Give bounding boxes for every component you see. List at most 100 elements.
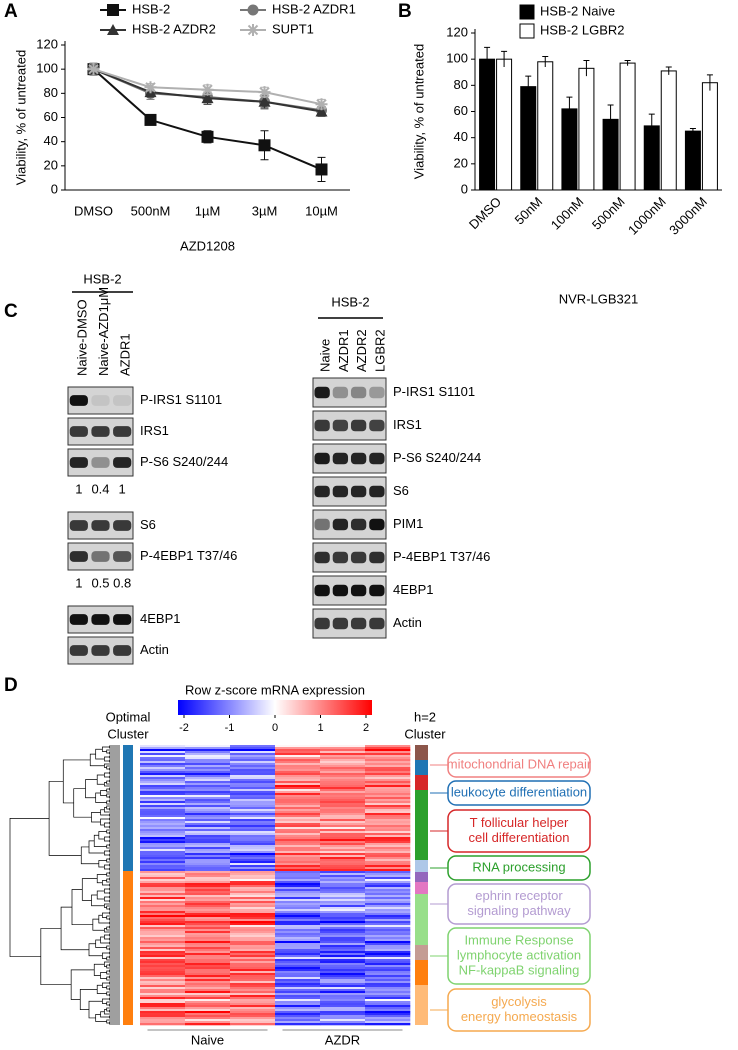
blot-row-label: Actin — [393, 615, 422, 630]
heatmap-cell — [140, 913, 186, 916]
dendrogram-link — [102, 880, 110, 886]
heatmap-cell — [365, 939, 411, 942]
dendrogram-link — [109, 1021, 120, 1025]
heatmap-cell — [275, 953, 321, 956]
blot-band — [369, 617, 385, 630]
dendrogram-link — [109, 825, 120, 829]
heatmap-cell — [275, 877, 321, 880]
heatmap-cell — [140, 995, 186, 998]
heatmap-cell — [365, 837, 411, 840]
heatmap-cell — [275, 959, 321, 962]
heatmap-cell — [275, 1019, 321, 1022]
dendrogram-link — [109, 857, 120, 861]
heatmap-cell — [140, 851, 186, 854]
dendrogram-link — [109, 843, 120, 847]
heatmap-cell — [275, 1001, 321, 1004]
heatmap-cell — [185, 843, 231, 846]
heatmap-cell — [185, 859, 231, 862]
panel-label: D — [4, 675, 18, 696]
heatmap-cell — [275, 971, 321, 974]
dendrogram-link — [109, 751, 120, 755]
heatmap-cell — [275, 1017, 321, 1020]
dendrogram-link — [104, 961, 120, 967]
blot-row-label: IRS1 — [140, 423, 169, 438]
heatmap-cell — [140, 847, 186, 850]
h2-cluster — [415, 860, 428, 872]
heatmap-cell — [185, 917, 231, 920]
heatmap-cell — [140, 839, 186, 842]
heatmap-cell — [365, 875, 411, 878]
heatmap-cell — [230, 823, 276, 826]
heatmap-cell — [365, 957, 411, 960]
colorbar — [178, 700, 372, 715]
heatmap-cell — [230, 1021, 276, 1024]
heatmap-cell — [185, 885, 231, 888]
heatmap-cell — [230, 855, 276, 858]
heatmap-cell — [140, 881, 186, 884]
heatmap-cell — [230, 797, 276, 800]
dendrogram-link — [106, 1007, 120, 1012]
heatmap-cell — [275, 753, 321, 756]
heatmap-cell — [185, 1001, 231, 1004]
bar — [660, 70, 677, 191]
x-tick-label: 50nM — [512, 194, 546, 228]
heatmap-cell — [230, 947, 276, 950]
heatmap-cell — [320, 843, 366, 846]
heatmap-cell — [185, 821, 231, 824]
bar — [479, 58, 496, 191]
heatmap-cell — [185, 809, 231, 812]
heatmap-cell — [140, 883, 186, 886]
heatmap-cell — [275, 937, 321, 940]
dendrogram-link — [100, 818, 110, 826]
heatmap-cell — [185, 987, 231, 990]
heatmap-cell — [275, 1023, 321, 1026]
heatmap-cell — [275, 1021, 321, 1024]
y-tick-label: 120 — [446, 24, 468, 39]
heatmap-cell — [140, 837, 186, 840]
heatmap-cell — [230, 893, 276, 896]
heatmap-cell — [365, 911, 411, 914]
heatmap-cell — [230, 755, 276, 758]
heatmap-cell — [140, 867, 186, 870]
heatmap-cell — [140, 923, 186, 926]
heatmap-cell — [230, 859, 276, 862]
heatmap-cell — [365, 767, 411, 770]
heatmap-cell — [320, 799, 366, 802]
heatmap-cell — [140, 999, 186, 1002]
heatmap-cell — [365, 863, 411, 866]
heatmap-cell — [230, 983, 276, 986]
dendrogram-link — [109, 767, 120, 771]
heatmap-cell — [185, 869, 231, 872]
heatmap-cell — [275, 773, 321, 776]
heatmap-cell — [365, 945, 411, 948]
heatmap-cell — [230, 793, 276, 796]
dendrogram-link — [80, 846, 99, 865]
heatmap-cell — [275, 957, 321, 960]
dendrogram-link — [102, 912, 110, 918]
dendrogram-link — [106, 780, 120, 785]
dendrogram-link — [109, 863, 120, 867]
dendrogram-link — [109, 755, 120, 759]
heatmap-cell — [275, 843, 321, 846]
dendrogram-link — [109, 941, 120, 945]
heatmap-cell — [275, 955, 321, 958]
blot-band — [350, 419, 367, 432]
heatmap-cell — [365, 883, 411, 886]
heatmap-cell — [230, 991, 276, 994]
heatmap-cell — [275, 781, 321, 784]
heatmap-cell — [230, 903, 276, 906]
heatmap-cell — [185, 981, 231, 984]
heatmap-cell — [275, 871, 321, 874]
heatmap-cell — [185, 747, 231, 750]
dendrogram-link — [40, 928, 72, 986]
heatmap-cell — [320, 1009, 366, 1012]
heatmap-cell — [320, 795, 366, 798]
dendrogram-link — [106, 805, 120, 810]
legend-swatch — [519, 4, 535, 20]
heatmap-cell — [230, 901, 276, 904]
blot-row-label: P-S6 S240/244 — [140, 454, 228, 469]
heatmap-cell — [185, 919, 231, 922]
heatmap-cell — [275, 793, 321, 796]
heatmap-cell — [140, 949, 186, 952]
dendrogram-link — [102, 952, 110, 959]
